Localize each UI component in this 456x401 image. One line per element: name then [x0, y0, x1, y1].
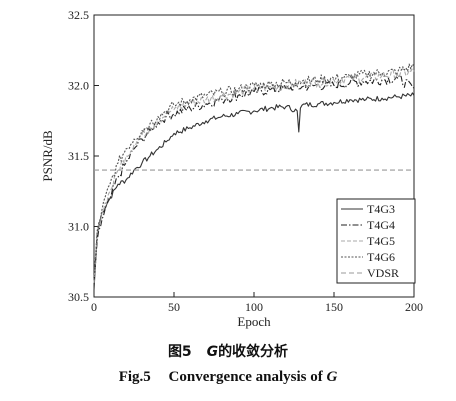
caption-en-variable: G [326, 369, 338, 385]
y-tick-label-3: 32.0 [68, 79, 89, 93]
legend: T4G3 T4G4 T4G5 T4G6 VDSR [336, 198, 416, 284]
caption-en-prefix: Fig.5 [118, 369, 151, 385]
x-axis-title: Epoch [237, 314, 271, 329]
legend-label-vdsr: VDSR [367, 266, 399, 280]
y-tick-label-2: 31.5 [68, 149, 89, 163]
series-layer [93, 63, 415, 290]
y-tick-label-4: 32.5 [68, 8, 89, 22]
series-line-t4g4 [93, 74, 415, 283]
x-tick-label-4: 200 [405, 300, 423, 314]
figure-caption-english: Fig.5 Convergence analysis of G [0, 369, 456, 386]
x-tick-label-1: 50 [168, 300, 180, 314]
caption-en-text: Convergence analysis of [168, 369, 323, 385]
legend-label-t4g4: T4G4 [367, 218, 395, 232]
caption-cn-prefix: 图5 [167, 344, 192, 360]
y-tick-label-1: 31.0 [68, 220, 89, 234]
axes-layer: 0 50 100 150 200 30.5 31.0 31.5 32.0 32.5 [68, 8, 423, 314]
legend-label-t4g5: T4G5 [367, 234, 395, 248]
series-line-t4g5 [93, 68, 415, 283]
caption-cn-variable: G [206, 344, 219, 360]
x-tick-label-0: 0 [91, 300, 97, 314]
caption-cn-text: 的收敛分析 [218, 344, 289, 360]
series-line-t4g6 [93, 63, 415, 281]
x-tick-label-2: 100 [245, 300, 263, 314]
x-tick-label-3: 150 [325, 300, 343, 314]
legend-label-t4g3: T4G3 [367, 202, 395, 216]
y-axis-title: PSNR/dB [40, 130, 55, 182]
series-line-t4g3 [93, 92, 415, 290]
legend-label-t4g6: T4G6 [367, 250, 395, 264]
figure-caption-chinese: 图5 G的收敛分析 [0, 341, 456, 361]
y-tick-label-0: 30.5 [68, 290, 89, 304]
